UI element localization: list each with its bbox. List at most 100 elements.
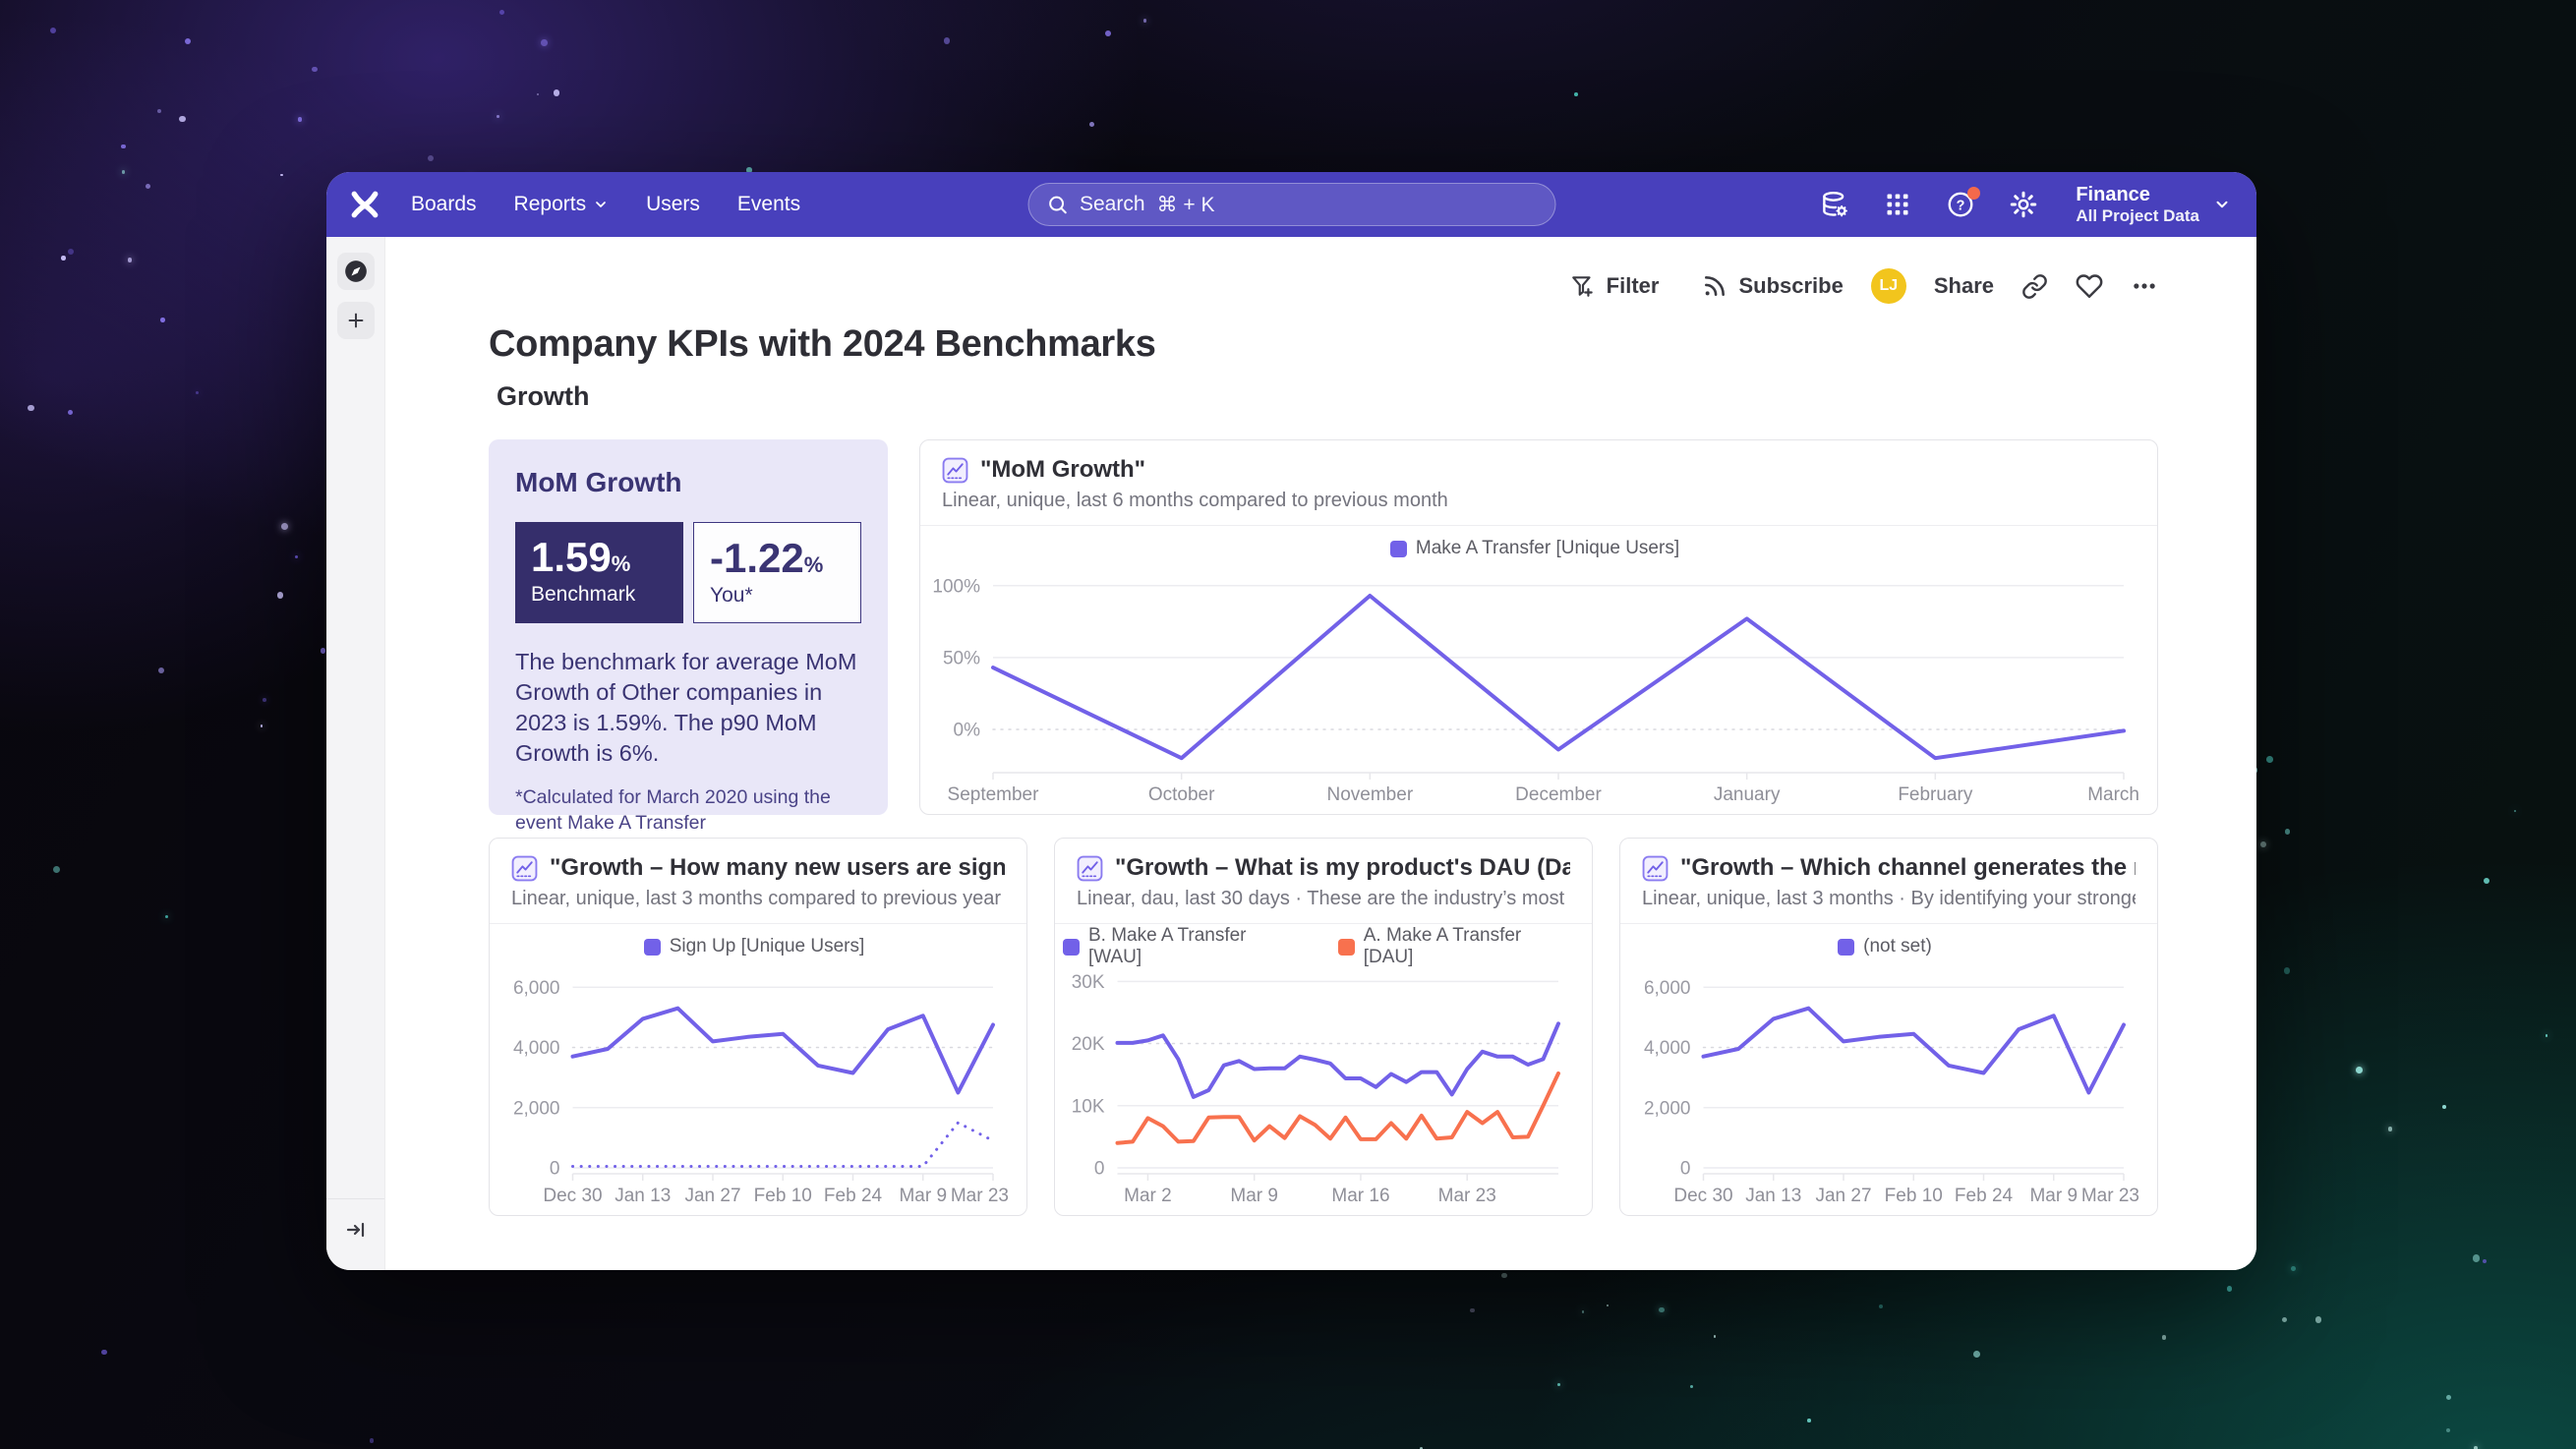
plus-icon [348, 313, 363, 328]
benchmark-description: The benchmark for average MoM Growth of … [515, 649, 857, 767]
svg-text:Jan 13: Jan 13 [1745, 1186, 1801, 1206]
chart-card-dau: "Growth – What is my product's DAU (Dail… [1054, 838, 1593, 1216]
chart-plot[interactable]: 0% 50% 100% September October November Decembe… [928, 563, 2141, 810]
top-navbar: Boards Reports Users Events Search ⌘ + K [326, 172, 2256, 237]
legend-item[interactable]: Sign Up [Unique Users] [643, 936, 865, 957]
favorite-button[interactable] [2076, 272, 2103, 300]
share-button[interactable]: Share [1934, 273, 1994, 299]
chart-plot[interactable]: 0 10K 20K 30K Mar 2 Mar 9 Mar 16 Mar 23 [1063, 961, 1576, 1211]
discover-compass-button[interactable] [336, 253, 375, 290]
legend-label: Sign Up [Unique Users] [669, 936, 865, 956]
legend-item[interactable]: (not set) [1838, 936, 1932, 957]
expand-sidebar-button[interactable] [337, 1211, 375, 1248]
star [49, 28, 56, 34]
star [369, 1438, 375, 1443]
svg-text:6,000: 6,000 [513, 978, 560, 999]
search-icon [1048, 196, 1067, 214]
svg-text:Dec 30: Dec 30 [1673, 1186, 1732, 1206]
chart-card-channels: "Growth – Which channel generates the mo… [1619, 838, 2158, 1216]
star [1574, 91, 1578, 96]
star [2355, 1067, 2363, 1073]
star [2226, 1286, 2233, 1292]
notification-dot [1967, 187, 1981, 200]
svg-text:Mar 23: Mar 23 [2081, 1186, 2139, 1206]
chart-title: "Growth – What is my product's DAU (Dail… [1115, 854, 1570, 881]
more-options-button[interactable] [2131, 272, 2158, 300]
star [2283, 967, 2290, 974]
chart-legend: (not set) [1628, 932, 2141, 961]
star [1501, 1272, 1507, 1279]
star [1689, 1385, 1694, 1389]
svg-text:Feb 10: Feb 10 [754, 1186, 812, 1206]
star [2445, 1395, 2451, 1401]
svg-text:Mar 9: Mar 9 [1230, 1186, 1278, 1206]
data-management-icon[interactable] [1818, 188, 1851, 221]
sidebar-divider [326, 1198, 384, 1199]
svg-text:March: March [2087, 784, 2139, 805]
apps-grid-icon[interactable] [1881, 188, 1914, 221]
mixpanel-logo-icon[interactable] [348, 188, 381, 221]
nav-item-events[interactable]: Events [737, 193, 800, 216]
benchmark-unit: % [611, 551, 631, 576]
star [2483, 1259, 2488, 1264]
nav-right-cluster: ? Finance All Project Data [1818, 184, 2231, 226]
svg-text:December: December [1515, 784, 1602, 805]
star [2442, 1105, 2446, 1110]
star [943, 37, 951, 44]
help-icon[interactable]: ? [1944, 187, 1981, 221]
subscribe-label: Subscribe [1738, 273, 1844, 298]
svg-text:February: February [1898, 784, 1973, 805]
chart-header[interactable]: "Growth – Which channel generates the mo… [1620, 839, 2157, 924]
svg-text:Mar 23: Mar 23 [951, 1186, 1009, 1206]
chart-header[interactable]: "Growth – How many new users are signing… [490, 839, 1026, 924]
filter-funnel-icon [1571, 276, 1593, 297]
star [1713, 1335, 1717, 1338]
star [498, 9, 505, 16]
star [536, 92, 540, 96]
star [2260, 841, 2267, 847]
chart-plot[interactable]: 0 2,000 4,000 6,000 Dec 30 Jan 13 Jan 27 Feb 10… [1628, 961, 2141, 1211]
svg-text:0: 0 [550, 1159, 560, 1180]
nav-item-users[interactable]: Users [646, 193, 700, 216]
search-input[interactable]: Search ⌘ + K [1027, 183, 1555, 226]
star [127, 258, 133, 262]
you-value: -1.22 [710, 535, 804, 581]
legend-label: Make A Transfer [Unique Users] [1415, 538, 1680, 558]
chart-header[interactable]: "MoM Growth" Linear, unique, last 6 mont… [920, 440, 2157, 526]
line-chart-icon [511, 855, 538, 881]
svg-text:50%: 50% [943, 648, 980, 668]
you-value-box: -1.22% You* [693, 522, 861, 623]
svg-text:Jan 27: Jan 27 [1815, 1186, 1871, 1206]
search-placeholder: Search [1080, 193, 1145, 215]
subscribe-button[interactable]: Subscribe [1702, 273, 1844, 299]
legend-item[interactable]: B. Make A Transfer [WAU] [1063, 925, 1305, 968]
star [1470, 1307, 1475, 1312]
copy-link-button[interactable] [2021, 273, 2048, 300]
avatar[interactable]: LJ [1870, 268, 1906, 304]
star [61, 256, 66, 261]
chart-header[interactable]: "Growth – What is my product's DAU (Dail… [1055, 839, 1592, 924]
star [2161, 1335, 2167, 1340]
filter-button[interactable]: Filter [1570, 273, 1659, 299]
legend-item[interactable]: Make A Transfer [Unique Users] [1389, 538, 1680, 559]
svg-text:Jan 27: Jan 27 [684, 1186, 740, 1206]
star [196, 390, 200, 394]
legend-label: A. Make A Transfer [DAU] [1363, 925, 1522, 967]
nav-item-boards[interactable]: Boards [411, 193, 477, 216]
legend-item[interactable]: A. Make A Transfer [DAU] [1337, 925, 1576, 968]
star [312, 66, 318, 72]
nav-item-reports[interactable]: Reports [514, 193, 610, 216]
svg-text:0%: 0% [954, 720, 981, 740]
star [2282, 1316, 2288, 1322]
chart-title: "MoM Growth" [980, 456, 1146, 483]
settings-gear-icon[interactable] [2007, 188, 2040, 221]
you-label: You* [710, 584, 753, 608]
you-unit: % [803, 552, 824, 577]
add-board-button[interactable] [336, 302, 375, 339]
project-selector[interactable]: Finance All Project Data [2076, 184, 2231, 226]
star [297, 117, 302, 122]
star [2446, 1427, 2451, 1432]
star [2545, 1033, 2548, 1037]
benchmark-value: 1.59 [531, 534, 612, 580]
chart-plot[interactable]: 0 2,000 4,000 6,000 Dec 30 Jan 13 Jan 27 Feb 10… [498, 961, 1011, 1211]
